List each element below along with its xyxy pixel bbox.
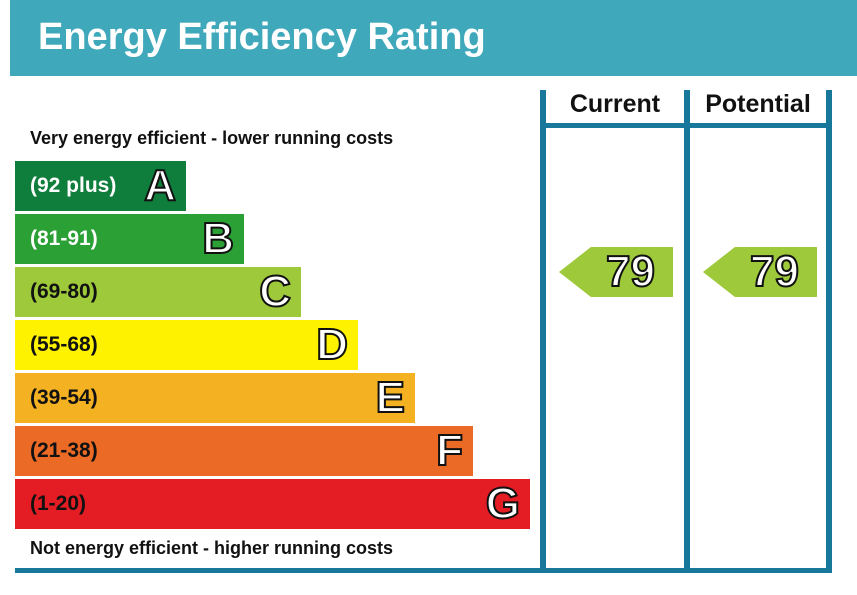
band-letter: G (485, 478, 521, 529)
title-banner (10, 0, 857, 76)
band-letter: B (201, 213, 235, 264)
band-a: (92 plus) A (15, 160, 186, 211)
band-f: (21-38) F (15, 425, 473, 476)
bottom-line (15, 568, 832, 573)
band-letter: A (143, 160, 177, 211)
potential-rating-value: 79 (749, 247, 800, 297)
column-divider (540, 90, 546, 573)
band-letter: F (435, 425, 464, 476)
band-letter: E (375, 372, 406, 423)
band-range: (39-54) (30, 386, 98, 409)
band-range: (69-80) (30, 280, 98, 303)
current-header: Current (569, 90, 661, 118)
band-letter: D (315, 319, 349, 370)
band-b: (81-91) B (15, 213, 244, 264)
band-range: (21-38) (30, 439, 98, 462)
band-e: (39-54) E (15, 372, 415, 423)
current-rating-arrow: 79 (559, 247, 673, 297)
bottom-note: Not energy efficient - higher running co… (30, 538, 394, 558)
band-g: (1-20) G (15, 478, 530, 529)
band-range: (81-91) (30, 227, 98, 250)
chart-title: Energy Efficiency Rating (38, 16, 486, 58)
current-rating-value: 79 (605, 247, 656, 297)
band-range: (55-68) (30, 333, 98, 356)
column-divider (826, 90, 832, 573)
band-range: (92 plus) (30, 174, 117, 197)
column-divider (684, 90, 690, 573)
header-line (540, 123, 832, 128)
potential-header: Potential (705, 90, 811, 118)
top-note: Very energy efficient - lower running co… (30, 128, 394, 148)
band-letter: C (258, 266, 292, 317)
potential-rating-arrow: 79 (703, 247, 817, 297)
band-d: (55-68) D (15, 319, 358, 370)
band-c: (69-80) C (15, 266, 301, 317)
band-range: (1-20) (30, 492, 87, 515)
